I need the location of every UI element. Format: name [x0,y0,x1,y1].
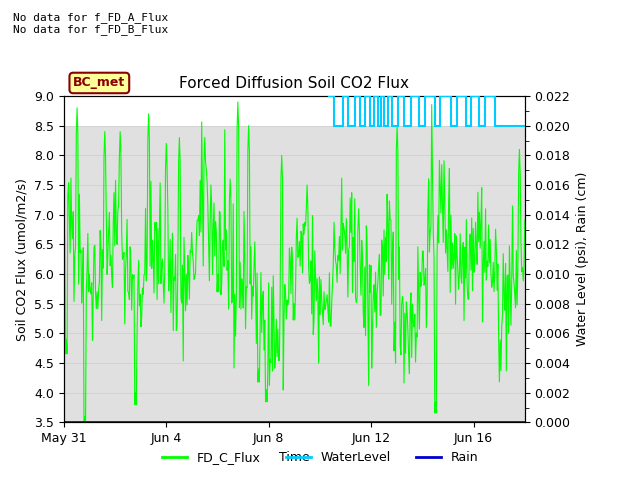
Title: Forced Diffusion Soil CO2 Flux: Forced Diffusion Soil CO2 Flux [179,76,410,91]
Y-axis label: Soil CO2 Flux (umol/m2/s): Soil CO2 Flux (umol/m2/s) [16,178,29,341]
Legend: FD_C_Flux, WaterLevel, Rain: FD_C_Flux, WaterLevel, Rain [157,446,483,469]
X-axis label: Time: Time [279,451,310,464]
Text: BC_met: BC_met [73,76,125,89]
Y-axis label: Water Level (psi), Rain (cm): Water Level (psi), Rain (cm) [576,172,589,347]
Bar [64,126,525,422]
Text: No data for f_FD_A_Flux: No data for f_FD_A_Flux [13,12,168,23]
Text: No data for f_FD_B_Flux: No data for f_FD_B_Flux [13,24,168,35]
